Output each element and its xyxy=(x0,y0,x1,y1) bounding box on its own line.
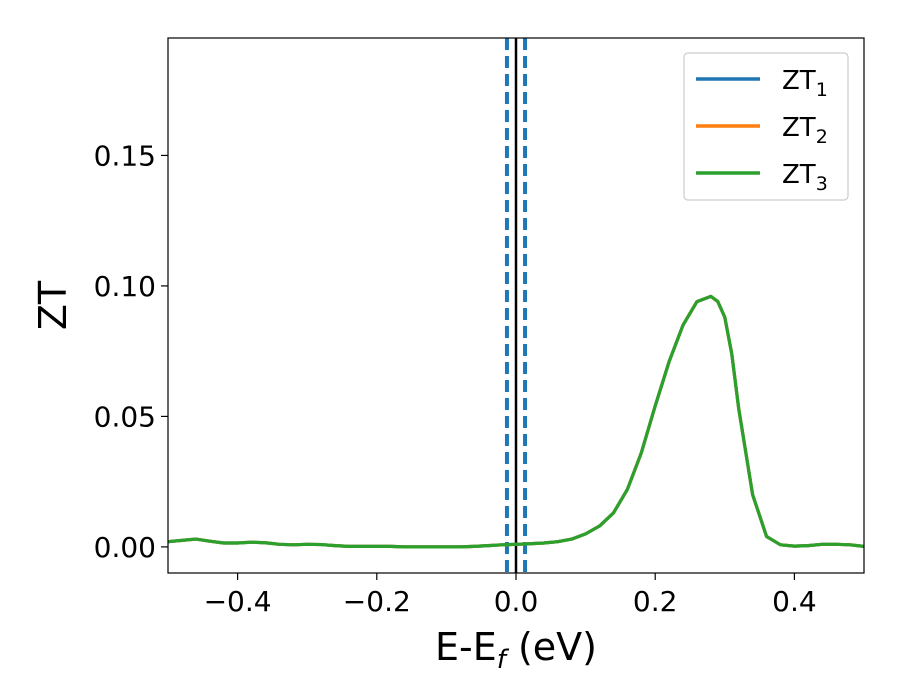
x-tick-label: −0.2 xyxy=(343,585,411,618)
y-tick-label: 0.05 xyxy=(94,400,156,433)
legend: ZT1 ZT2 ZT3 xyxy=(683,52,849,201)
legend-box xyxy=(683,52,849,201)
x-axis: −0.4 −0.2 0.0 0.2 0.4 xyxy=(204,573,817,618)
legend-label-zt3: ZT3 xyxy=(782,160,828,195)
series-line-zt3 xyxy=(168,294,864,549)
x-tick-label: 0.4 xyxy=(772,585,817,618)
x-tick-label: −0.4 xyxy=(204,585,272,618)
y-tick-label: 0.00 xyxy=(94,531,156,564)
y-axis-label: ZT xyxy=(31,280,75,330)
x-tick-label: 0.2 xyxy=(633,585,678,618)
legend-label-zt2: ZT2 xyxy=(782,113,828,148)
legend-label-zt1: ZT1 xyxy=(782,66,828,101)
y-tick-label: 0.10 xyxy=(94,270,156,303)
x-axis-label-unit: (eV) xyxy=(506,625,597,669)
x-axis-label: E-Ef (eV) xyxy=(435,625,597,675)
series-lines xyxy=(168,294,864,549)
y-axis: 0.00 0.05 0.10 0.15 xyxy=(94,139,168,564)
y-tick-label: 0.15 xyxy=(94,139,156,172)
reference-lines xyxy=(504,38,528,573)
x-tick-label: 0.0 xyxy=(494,585,539,618)
